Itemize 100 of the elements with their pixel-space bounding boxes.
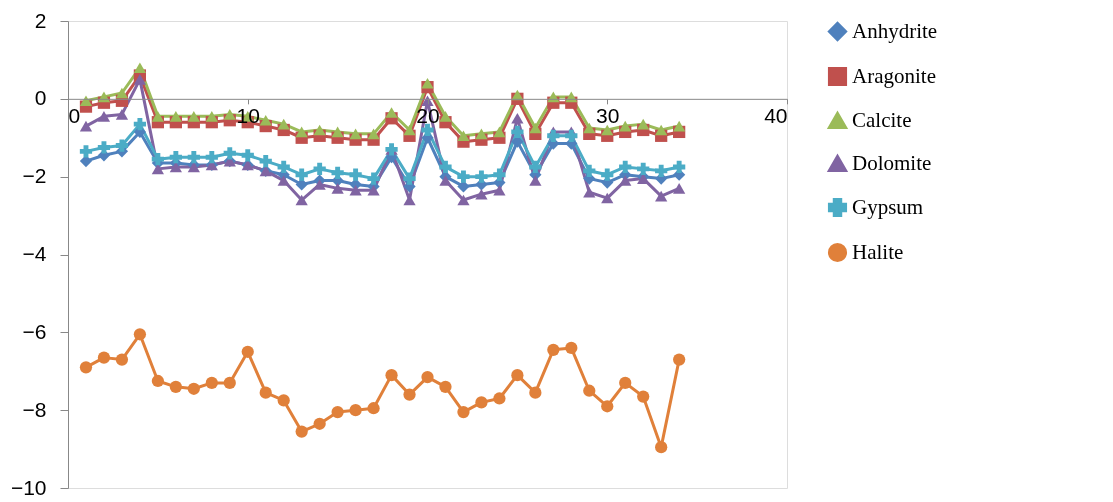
point bbox=[421, 370, 434, 384]
point bbox=[223, 147, 236, 160]
point bbox=[79, 361, 93, 374]
point bbox=[439, 160, 452, 174]
point bbox=[151, 153, 164, 166]
point bbox=[529, 160, 542, 174]
point bbox=[115, 353, 129, 366]
point bbox=[205, 111, 218, 122]
point bbox=[529, 122, 542, 134]
point bbox=[151, 374, 164, 388]
point bbox=[313, 417, 326, 430]
point bbox=[367, 172, 380, 185]
point bbox=[277, 394, 290, 407]
point bbox=[367, 402, 380, 415]
point bbox=[295, 425, 308, 438]
point bbox=[403, 124, 416, 136]
point bbox=[241, 149, 254, 162]
legend-label: Dolomite bbox=[852, 150, 932, 175]
point bbox=[601, 168, 614, 181]
point bbox=[673, 120, 686, 132]
point bbox=[259, 386, 272, 399]
point bbox=[151, 111, 164, 122]
legend-label: Aragonite bbox=[852, 63, 936, 88]
point bbox=[619, 160, 632, 174]
point bbox=[277, 175, 290, 186]
legend-label: Anhydrite bbox=[852, 18, 938, 43]
point bbox=[133, 118, 147, 131]
point bbox=[313, 162, 326, 176]
point bbox=[97, 351, 111, 364]
point bbox=[421, 123, 434, 137]
point bbox=[223, 109, 236, 120]
point bbox=[655, 124, 668, 136]
point bbox=[97, 141, 111, 154]
point bbox=[637, 162, 650, 176]
y-tick-label: −6 bbox=[22, 319, 47, 343]
point bbox=[331, 183, 344, 194]
point bbox=[349, 404, 362, 417]
point bbox=[547, 343, 560, 356]
point bbox=[133, 62, 147, 73]
point bbox=[583, 164, 596, 177]
point bbox=[457, 130, 470, 142]
point bbox=[133, 328, 147, 341]
point bbox=[331, 126, 344, 138]
point bbox=[673, 353, 686, 366]
point bbox=[673, 160, 686, 174]
point bbox=[349, 128, 362, 140]
point bbox=[673, 183, 686, 194]
point bbox=[295, 194, 308, 206]
point bbox=[385, 369, 398, 382]
point bbox=[529, 175, 542, 186]
point bbox=[601, 400, 614, 413]
point bbox=[349, 184, 362, 196]
point bbox=[475, 396, 488, 409]
point bbox=[295, 168, 308, 181]
legend-label: Calcite bbox=[852, 107, 912, 132]
point bbox=[187, 382, 200, 395]
legend-label: Gypsum bbox=[852, 194, 924, 219]
point bbox=[115, 109, 129, 120]
x-tick-label: 0 bbox=[68, 104, 81, 128]
point bbox=[655, 190, 668, 202]
point bbox=[331, 166, 344, 179]
point bbox=[79, 145, 93, 158]
point bbox=[457, 406, 470, 419]
point bbox=[241, 345, 254, 358]
point bbox=[583, 122, 596, 134]
point bbox=[655, 441, 668, 454]
point bbox=[457, 194, 470, 206]
y-tick-label: 2 bbox=[34, 8, 47, 32]
point bbox=[97, 111, 111, 122]
point bbox=[439, 380, 452, 393]
point bbox=[547, 129, 560, 142]
point bbox=[493, 184, 506, 196]
point bbox=[115, 139, 129, 152]
y-tick-label: 0 bbox=[34, 86, 47, 110]
point bbox=[115, 87, 129, 99]
point bbox=[511, 112, 524, 124]
point bbox=[277, 160, 290, 174]
point bbox=[259, 154, 272, 168]
point bbox=[205, 376, 218, 390]
x-tick-label: 40 bbox=[764, 104, 788, 128]
point bbox=[313, 124, 326, 136]
point bbox=[529, 386, 542, 399]
point bbox=[457, 170, 470, 183]
point bbox=[295, 126, 308, 138]
point bbox=[619, 175, 632, 186]
point bbox=[187, 151, 200, 164]
point bbox=[331, 406, 344, 419]
y-tick-label: −2 bbox=[22, 164, 47, 188]
point bbox=[619, 120, 632, 132]
point bbox=[421, 95, 434, 107]
point bbox=[565, 129, 578, 142]
point bbox=[421, 77, 434, 89]
y-tick-label: −4 bbox=[22, 242, 47, 265]
point bbox=[367, 184, 380, 196]
legend-label: Halite bbox=[852, 239, 904, 264]
point bbox=[655, 164, 668, 177]
point bbox=[403, 388, 416, 401]
point bbox=[223, 376, 236, 390]
point bbox=[601, 124, 614, 136]
point bbox=[349, 168, 362, 181]
